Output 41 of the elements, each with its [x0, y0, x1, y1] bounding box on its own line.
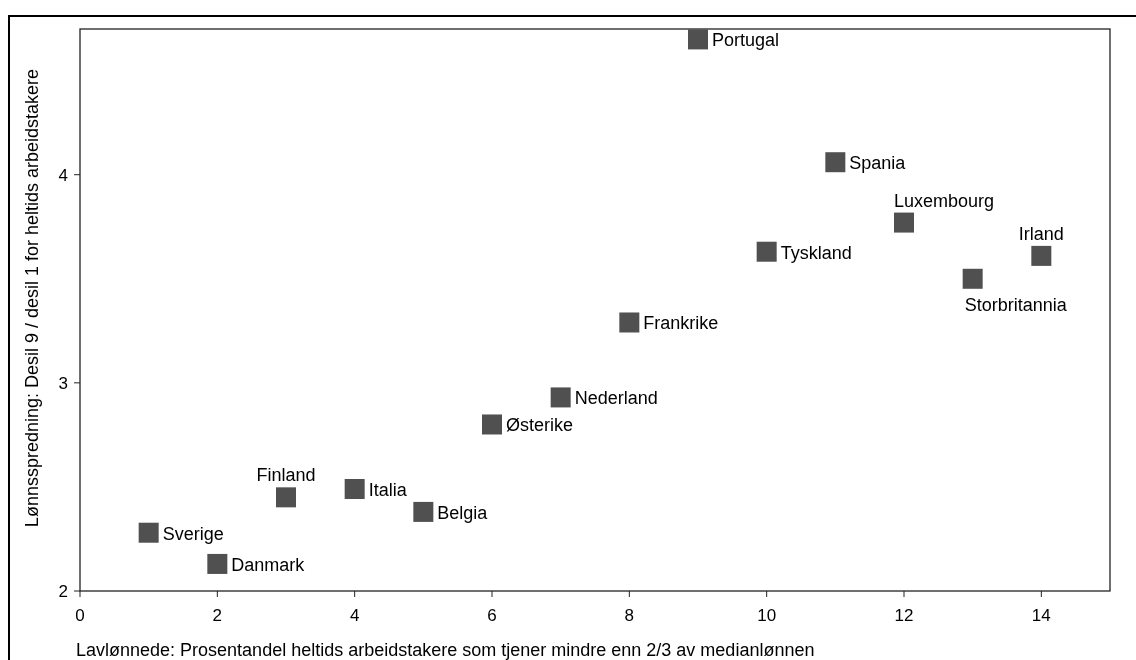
point — [688, 29, 708, 50]
x-tick-label: 12 — [894, 606, 914, 625]
annotation: Frankrike — [643, 313, 719, 334]
point — [482, 414, 502, 435]
point — [138, 522, 159, 543]
annotation: Irland — [1018, 223, 1064, 244]
annotation: Luxembourg — [894, 190, 995, 211]
y-tick-label: 4 — [58, 165, 68, 185]
annotation: Danmark — [231, 554, 306, 575]
annotation: Østerike — [506, 415, 574, 436]
y-tick-label: 2 — [58, 582, 68, 601]
point — [276, 487, 296, 508]
point — [756, 241, 777, 262]
point — [550, 387, 571, 408]
point — [413, 501, 434, 522]
x-tick-label: 14 — [1031, 606, 1051, 625]
point — [825, 152, 846, 173]
annotation: Tyskland — [780, 242, 852, 263]
point — [344, 479, 365, 500]
annotation: Portugal — [712, 30, 780, 51]
x-axis-title: Lavlønnede: Prosentandel heltids arbeidstakere som tjener mindre enn 2/3 av medianlønnen — [76, 640, 815, 660]
point — [894, 212, 914, 233]
annotation: Spania — [849, 153, 907, 174]
annotation: Nederland — [574, 388, 658, 409]
annotation: Italia — [368, 480, 408, 501]
annotation: Sverige — [162, 523, 224, 544]
annotation: Storbritannia — [964, 294, 1068, 315]
point — [619, 312, 640, 333]
point — [1031, 245, 1052, 266]
x-tick-label: 0 — [75, 606, 85, 625]
x-tick-label: 2 — [212, 606, 223, 625]
annotation: Belgia — [437, 502, 489, 523]
point — [207, 553, 228, 574]
y-axis-title: Lønnsspredning: Desil 9 / desil 1 for heltids arbeidstakere — [22, 68, 42, 528]
x-tick-label: 4 — [349, 606, 360, 625]
y-tick-label: 3 — [58, 373, 68, 393]
annotation: Finland — [256, 465, 316, 486]
x-tick-label: 10 — [757, 606, 777, 625]
x-tick-label: 8 — [624, 606, 635, 625]
x-tick-label: 6 — [487, 606, 497, 625]
point — [962, 268, 983, 289]
